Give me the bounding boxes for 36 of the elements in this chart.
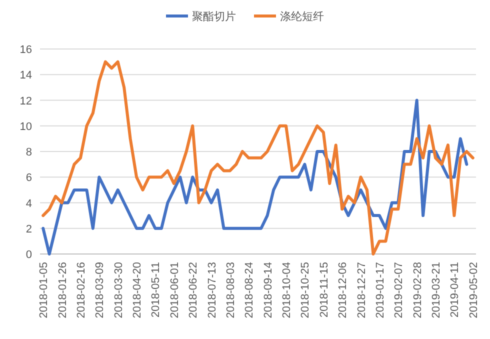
x-tick-label: 2019-02-28 xyxy=(412,262,424,318)
x-tick-label: 2019-02-07 xyxy=(393,262,406,318)
legend-label: 聚酯切片 xyxy=(192,10,236,23)
line-series xyxy=(42,60,474,256)
x-tick-label: 2018-04-20 xyxy=(132,262,144,318)
y-tick-label: 8 xyxy=(26,146,32,158)
y-tick-label: 6 xyxy=(26,172,32,184)
x-tick-label: 2018-01-26 xyxy=(56,262,69,318)
x-tick-label: 2018-02-16 xyxy=(75,262,88,318)
x-tick-label: 2018-12-27 xyxy=(356,262,368,318)
x-tick-label: 2019-01-17 xyxy=(374,262,386,318)
y-tick-label: 14 xyxy=(20,70,32,82)
x-tick-label: 2018-11-15 xyxy=(318,262,330,318)
x-tick-label: 2019-03-21 xyxy=(430,262,443,318)
x-tick-label: 2018-08-03 xyxy=(224,262,237,318)
y-tick-label: 16 xyxy=(20,44,32,56)
x-tick-label: 2018-06-22 xyxy=(188,262,200,318)
x-tick-label: 2018-05-11 xyxy=(150,262,162,318)
x-tick-label: 2018-10-04 xyxy=(281,262,294,318)
y-tick-label: 12 xyxy=(20,95,32,108)
x-tick-label: 2018-03-30 xyxy=(112,262,125,318)
x-tick-label: 2018-09-14 xyxy=(262,262,274,318)
x-tick-label: 2018-12-06 xyxy=(337,262,350,318)
y-tick-label: 4 xyxy=(26,198,32,210)
x-tick-label: 2019-04-11 xyxy=(449,262,462,318)
y-tick-label: 10 xyxy=(20,120,32,133)
x-tick-label: 2018-01-05 xyxy=(38,262,50,318)
y-tick-label: 0 xyxy=(26,249,32,261)
legend-label: 涤纶短纤 xyxy=(280,11,324,23)
x-tick-label: 2018-06-01 xyxy=(168,262,181,318)
x-tick-label: 2019-05-02 xyxy=(468,262,480,318)
y-tick-label: 2 xyxy=(26,223,32,236)
x-tick-label: 2018-07-13 xyxy=(206,262,218,318)
x-tick-label: 2018-03-09 xyxy=(94,262,106,318)
x-tick-label: 2018-10-25 xyxy=(300,262,312,318)
x-tick-label: 2018-08-24 xyxy=(244,262,256,318)
